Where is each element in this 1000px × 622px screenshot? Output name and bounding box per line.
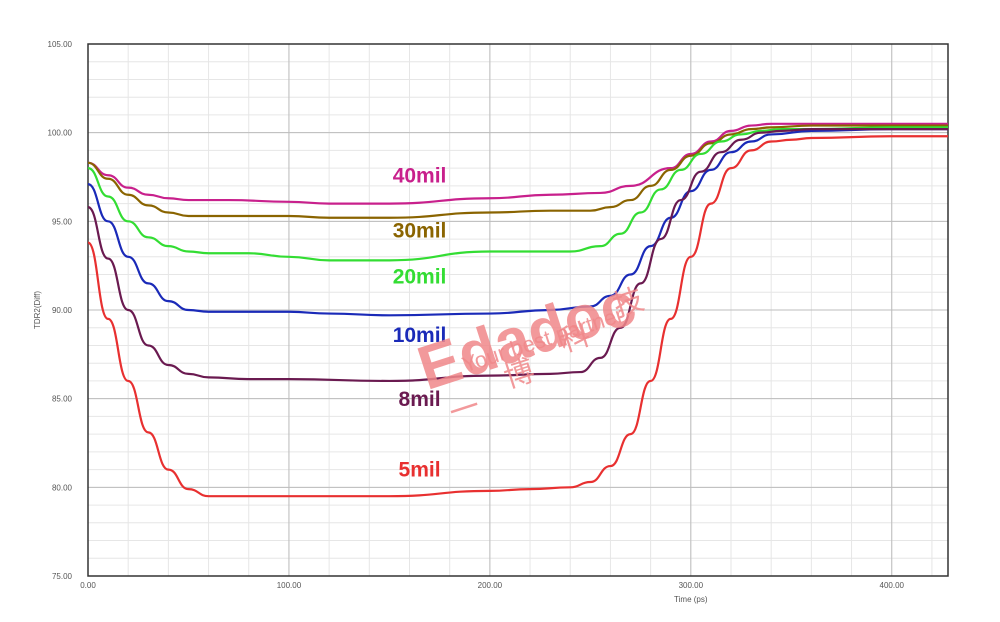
series-line-10mil — [87, 128, 948, 317]
series-labels: 40mil 30mil 20mil 10mil 8mil 5mil — [393, 164, 447, 481]
series-label-5mil: 5mil — [399, 459, 441, 482]
x-tick-label: 200.00 — [478, 581, 503, 590]
y-axis-title: TDR2(Diff) — [33, 291, 42, 329]
x-tick-label: 0.00 — [80, 581, 96, 590]
watermark-char-1: 一 — [445, 389, 484, 432]
series-label-8mil: 8mil — [399, 388, 441, 411]
series-line-20mil — [87, 126, 948, 262]
series-label-30mil: 30mil — [393, 219, 447, 242]
y-tick-label: 95.00 — [52, 217, 73, 226]
series-lines — [86, 122, 948, 498]
y-tick-label: 90.00 — [52, 306, 73, 315]
edadoc-watermark-logo: Edadoc Your best partner 一 博 科 技 — [410, 269, 649, 432]
series-label-20mil: 20mil — [393, 265, 447, 288]
y-tick-label: 85.00 — [52, 395, 73, 404]
series-line-40mil — [87, 122, 948, 205]
series-label-40mil: 40mil — [393, 164, 447, 187]
axes: 0.00 100.00 200.00 300.00 400.00 75.00 80.00 85… — [48, 40, 949, 590]
series-line-30mil — [87, 124, 948, 219]
y-tick-label: 100.00 — [48, 129, 73, 138]
series-line-5mil — [86, 135, 948, 498]
plot-frame — [87, 43, 949, 577]
series-line-8mil — [87, 128, 948, 383]
y-tick-label: 105.00 — [48, 40, 73, 49]
series-label-10mil: 10mil — [393, 324, 447, 347]
x-tick-label: 100.00 — [277, 581, 302, 590]
y-tick-label: 80.00 — [52, 483, 73, 492]
x-tick-label: 400.00 — [880, 581, 905, 590]
y-tick-label: 75.00 — [52, 572, 73, 581]
x-tick-label: 300.00 — [679, 581, 704, 590]
x-axis-title: Time (ps) — [674, 595, 708, 604]
